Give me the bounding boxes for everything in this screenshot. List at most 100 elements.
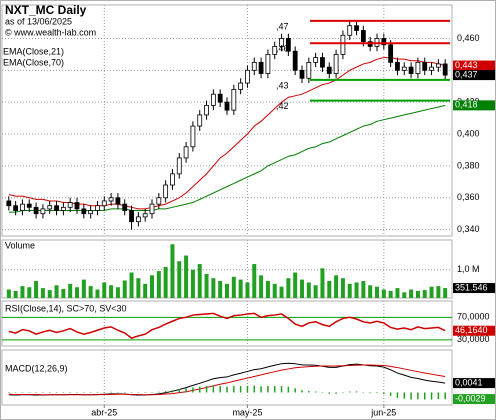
histogram-bar [430, 392, 433, 400]
histogram-bar [260, 386, 262, 393]
histogram-bar [62, 392, 65, 393]
volume-bar [95, 289, 100, 298]
candle-body [313, 57, 319, 63]
candle-body [408, 66, 414, 74]
value-label-bg [453, 70, 495, 81]
y-tick-label: 0,460 [457, 33, 480, 43]
volume-bar [6, 289, 11, 298]
histogram-bar [423, 392, 426, 400]
histogram-bar [117, 391, 119, 393]
x-tick-label: abr-25 [91, 407, 117, 417]
value-label: 0,418 [455, 100, 478, 110]
histogram-bar [48, 392, 51, 393]
volume-bar [340, 278, 345, 298]
candle-body [285, 38, 291, 52]
candle-body [67, 202, 73, 208]
candle-body [108, 197, 114, 202]
candle-body [224, 101, 230, 111]
value-label: 0,443 [455, 60, 478, 70]
x-tick-label: jun-25 [370, 407, 396, 417]
volume-bar [388, 290, 393, 298]
candle-body [238, 82, 244, 90]
candle-body [95, 205, 100, 211]
histogram-bar [185, 388, 187, 393]
volume-bar [54, 285, 59, 298]
volume-bar [368, 285, 373, 298]
candle-body [360, 30, 366, 43]
candle-body [401, 66, 407, 71]
histogram-bar [35, 392, 37, 393]
histogram-bar [89, 392, 92, 393]
histogram-bar [212, 385, 215, 393]
volume-bar [225, 283, 229, 298]
candle-body [47, 205, 53, 210]
volume-bar [40, 288, 45, 298]
histogram-bar [321, 392, 324, 393]
volume-bar [327, 281, 332, 298]
legend-entry: EMA(Close,21) [3, 46, 64, 56]
histogram-bar [253, 385, 256, 393]
volume-bar [429, 286, 434, 298]
volume-bar [81, 279, 86, 298]
candle-body [54, 205, 59, 211]
volume-bar [402, 292, 407, 298]
histogram-bar [328, 392, 331, 394]
histogram-bar [69, 392, 71, 393]
volume-bar [156, 271, 161, 298]
volume-bar [102, 282, 107, 298]
candle-body [381, 38, 387, 46]
histogram-bar [396, 392, 399, 398]
volume-bar [163, 266, 168, 298]
histogram-bar [369, 392, 371, 394]
candle-body [204, 104, 209, 116]
macd-line [8, 364, 446, 396]
histogram-bar [205, 386, 208, 393]
volume-bar [61, 288, 66, 298]
candle-body [442, 63, 448, 76]
candle-body [299, 69, 305, 79]
histogram-bar [158, 391, 160, 393]
volume-bar [115, 287, 120, 298]
volume-bar [150, 275, 154, 298]
volume-bar [347, 283, 352, 298]
candle-body [326, 66, 332, 74]
candle-body [81, 208, 87, 215]
candle-body [347, 25, 353, 36]
value-label-bg [453, 60, 495, 71]
candle-body [6, 200, 12, 207]
volume-bar [265, 281, 270, 298]
value-label: 0,0041 [455, 377, 483, 387]
value-label-bg [453, 100, 495, 111]
candle-body [292, 50, 298, 71]
candle-body [265, 53, 271, 74]
volume-bar [306, 282, 311, 298]
volume-bar [34, 281, 39, 298]
volume-bar [204, 273, 209, 298]
volume-bar [279, 286, 284, 298]
candle-body [170, 173, 175, 186]
ema-line [8, 57, 446, 210]
value-label: 0,437 [455, 69, 478, 79]
histogram-bar [21, 392, 24, 393]
candle-body [197, 114, 203, 127]
volume-bar [422, 290, 427, 298]
histogram-bar [362, 392, 365, 393]
histogram-bar [123, 392, 126, 393]
candle-body [88, 210, 94, 215]
histogram-bar [403, 392, 406, 399]
histogram-bar [178, 389, 181, 393]
histogram-bar [355, 391, 358, 393]
chart-title: NXT_MC Daily [5, 3, 87, 17]
histogram-bar [335, 392, 337, 394]
volume-bar [334, 275, 339, 298]
histogram-bar [417, 392, 419, 400]
y-tick-label: 0,340 [457, 224, 480, 234]
candle-body [122, 203, 128, 211]
value-label-bg [453, 325, 495, 336]
candle-body [422, 61, 428, 71]
volume-bar [443, 288, 448, 298]
candle-body [60, 206, 66, 211]
candle-body [33, 206, 39, 215]
histogram-bar [376, 392, 378, 394]
volume-bar [231, 276, 236, 298]
